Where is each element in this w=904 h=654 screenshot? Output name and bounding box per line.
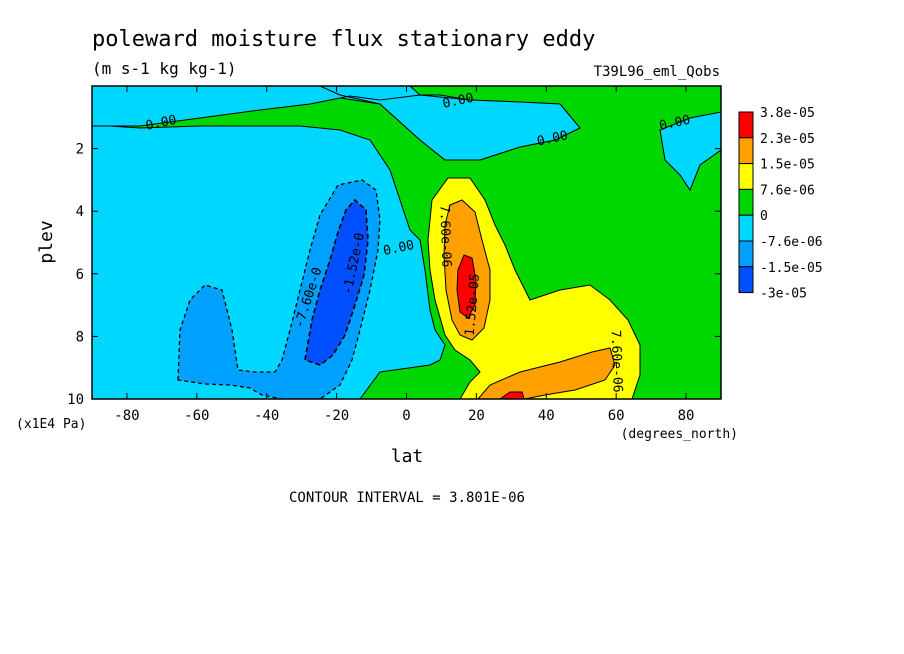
colorbar-label: -1.5e-05 <box>760 261 823 276</box>
x-tick-label: -20 <box>324 408 349 424</box>
x-tick-label: -40 <box>254 408 279 424</box>
colorbar-swatch <box>738 163 754 190</box>
colorbar-label: 0 <box>760 209 768 224</box>
y-tick-label: 6 <box>76 267 84 283</box>
field-pos-light <box>427 177 641 399</box>
colorbar-label: 1.5e-05 <box>760 158 815 173</box>
x-tick-label: -80 <box>114 408 139 424</box>
field-pos-strong <box>456 254 525 399</box>
y-unit-label: (x1E4 Pa) <box>16 417 86 432</box>
field-neg-light-ne <box>659 111 721 192</box>
contour-label: 0.00 <box>144 113 178 134</box>
run-label: T39L96_eml_Qobs <box>594 64 720 80</box>
contour-label: 1.52e-05 <box>463 273 483 337</box>
y-axis-title: plev <box>36 220 57 263</box>
x-axis-title: lat <box>391 446 424 467</box>
field-neg-light-top <box>92 86 581 161</box>
plot-fields <box>92 86 721 399</box>
x-unit-label: (degrees_north) <box>621 427 738 442</box>
contour-label: 0.00 <box>658 113 692 134</box>
colorbar-label: 7.6e-06 <box>760 183 815 198</box>
colorbar-swatch <box>738 188 754 216</box>
colorbar-label: 2.3e-05 <box>760 132 815 147</box>
x-tick-label: 40 <box>538 408 555 424</box>
field-pos-mid <box>443 199 616 399</box>
contour-interval: CONTOUR INTERVAL = 3.801E-06 <box>289 490 525 506</box>
y-tick-label: 4 <box>76 204 84 220</box>
chart-title: poleward moisture flux stationary eddy <box>92 27 595 52</box>
x-tick-label: 60 <box>608 408 625 424</box>
y-axis: 2 4 6 8 10 <box>67 142 721 408</box>
x-tick-label: 0 <box>402 408 410 424</box>
colorbar: 3.8e-05 2.3e-05 1.5e-05 7.6e-06 0 -7.6e-06 -1.… <box>738 106 823 302</box>
colorbar-swatch <box>738 240 754 268</box>
x-tick-label: 80 <box>678 408 695 424</box>
contour-label: 0.00 <box>536 128 570 149</box>
x-tick-label: 20 <box>468 408 485 424</box>
y-tick-label: 10 <box>67 392 84 408</box>
chart-subtitle: (m s-1 kg kg-1) <box>92 59 237 78</box>
x-tick-label: -60 <box>184 408 209 424</box>
colorbar-swatch <box>738 111 754 139</box>
y-tick-label: 2 <box>76 142 84 158</box>
contour-label: 0.00 <box>382 238 416 259</box>
contour-label: 7.60e-06 <box>608 330 625 393</box>
contour-label: 7.60e-06 <box>436 205 453 268</box>
colorbar-label: -3e-05 <box>760 287 807 302</box>
colorbar-label: 3.8e-05 <box>760 106 815 121</box>
field-neg-strong <box>304 198 369 366</box>
contour-label: 0.00 <box>441 91 475 112</box>
x-axis: -80 -60 -40 -20 0 20 40 60 80 <box>114 86 694 424</box>
colorbar-swatch <box>738 214 754 242</box>
colorbar-swatch <box>738 266 754 294</box>
colorbar-label: -7.6e-06 <box>760 235 823 250</box>
y-tick-label: 8 <box>76 329 84 345</box>
colorbar-swatch <box>738 137 754 165</box>
